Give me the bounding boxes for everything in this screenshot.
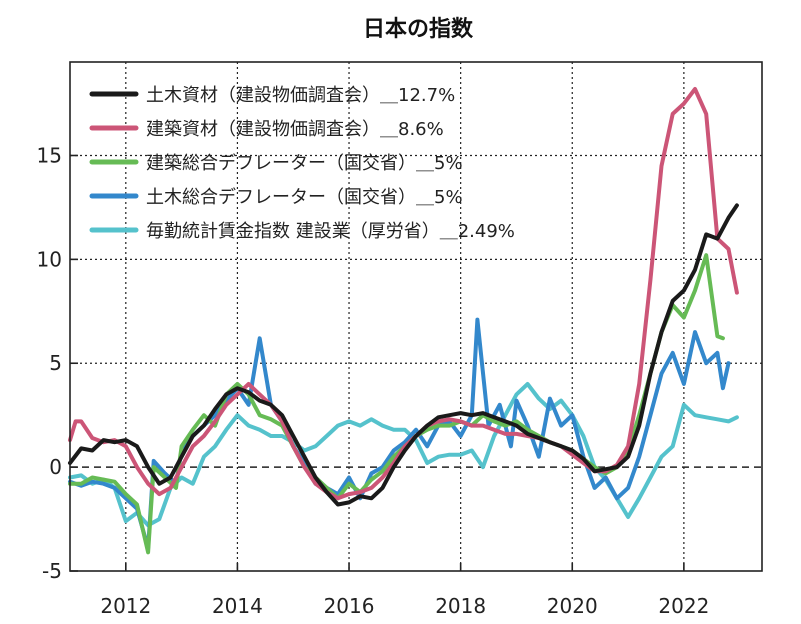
x-tick-label: 2018 bbox=[435, 594, 486, 618]
legend-label-4: 土木総合デフレーター（国交省）＿5% bbox=[146, 187, 463, 208]
y-tick-label: 5 bbox=[49, 351, 62, 375]
axis-ticks: -5 0 5 10 15 2012 2014 2016 2018 2020 2022 bbox=[37, 143, 710, 618]
series-layer bbox=[68, 87, 739, 555]
x-tick-label: 2020 bbox=[547, 594, 598, 618]
series-line-3 bbox=[68, 253, 725, 555]
plot-frame bbox=[69, 61, 763, 572]
series-line-5 bbox=[68, 382, 739, 528]
x-tick-label: 2022 bbox=[658, 594, 709, 618]
legend: 土木資材（建設物価調査会）＿12.7% 建築資材（建設物価調査会）＿8.6% 建築総… bbox=[89, 85, 515, 242]
x-tick-label: 2016 bbox=[324, 594, 375, 618]
legend-label-1: 土木資材（建設物価調査会）＿12.7% bbox=[146, 85, 455, 106]
x-tick-label: 2014 bbox=[212, 594, 263, 618]
legend-label-2: 建築資材（建設物価調査会）＿8.6% bbox=[146, 119, 444, 140]
legend-label-5: 毎勤統計賃金指数 建設業（厚労省）＿2.49% bbox=[146, 221, 515, 242]
series-line-2 bbox=[68, 87, 739, 501]
grid bbox=[70, 62, 762, 571]
chart-title: 日本の指数 bbox=[363, 16, 474, 42]
y-tick-label: 0 bbox=[49, 455, 62, 479]
series-line-1 bbox=[68, 203, 739, 507]
y-tick-label: -5 bbox=[42, 559, 62, 583]
legend-label-3: 建築総合デフレーター（国交省）＿5% bbox=[146, 153, 463, 174]
y-tick-label: 15 bbox=[37, 143, 62, 167]
y-tick-label: 10 bbox=[37, 247, 62, 271]
x-tick-label: 2012 bbox=[100, 594, 151, 618]
